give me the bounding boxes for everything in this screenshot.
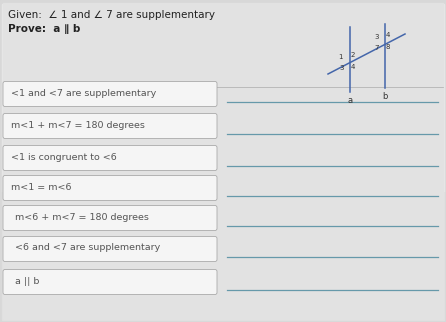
Text: 3: 3 (339, 65, 344, 71)
Text: 1: 1 (339, 53, 343, 60)
Text: m<6 + m<7 = 180 degrees: m<6 + m<7 = 180 degrees (15, 213, 149, 222)
Text: m<1 + m<7 = 180 degrees: m<1 + m<7 = 180 degrees (11, 120, 145, 129)
FancyBboxPatch shape (3, 205, 217, 231)
Text: 3: 3 (375, 34, 379, 40)
Text: m<1 = m<6: m<1 = m<6 (11, 183, 71, 192)
Text: <6 and <7 are supplementary: <6 and <7 are supplementary (15, 243, 160, 252)
FancyBboxPatch shape (3, 236, 217, 261)
Text: 4: 4 (351, 63, 355, 70)
FancyBboxPatch shape (3, 175, 217, 201)
Bar (2, 4, 444, 192)
Text: Given:  ∠ 1 and ∠ 7 are supplementary: Given: ∠ 1 and ∠ 7 are supplementary (8, 10, 215, 20)
Text: Prove:  a ∥ b: Prove: a ∥ b (8, 24, 80, 34)
Text: 7: 7 (375, 45, 379, 52)
Text: b: b (382, 92, 388, 101)
Bar (2, 192, 444, 320)
Text: 8: 8 (386, 44, 391, 50)
FancyBboxPatch shape (3, 81, 217, 107)
Text: a || b: a || b (15, 277, 39, 286)
Text: <1 is congruent to <6: <1 is congruent to <6 (11, 153, 117, 162)
FancyBboxPatch shape (3, 270, 217, 295)
FancyBboxPatch shape (3, 113, 217, 138)
Text: 2: 2 (351, 52, 355, 58)
Text: <1 and <7 are supplementary: <1 and <7 are supplementary (11, 89, 156, 98)
Text: a: a (347, 96, 352, 105)
FancyBboxPatch shape (3, 146, 217, 171)
Text: 4: 4 (386, 33, 390, 38)
